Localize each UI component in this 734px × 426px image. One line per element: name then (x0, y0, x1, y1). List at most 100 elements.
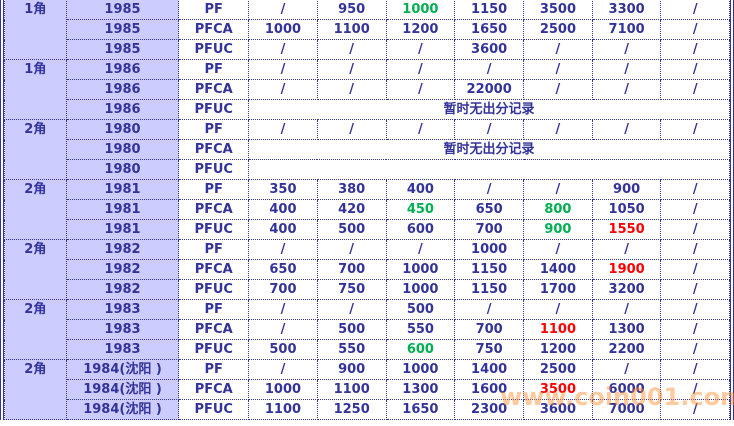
price-cell: / (591, 299, 662, 320)
price-cell: / (591, 79, 662, 100)
price-cell: / (385, 59, 456, 80)
price-cell: 700 (248, 279, 318, 300)
table-row: 1角 1986 PF / / / / / / / (4, 59, 730, 120)
table-row: 2角 1981 PF 350 380 400//900/ (4, 179, 730, 240)
price-cell: 800 (523, 199, 593, 220)
denomination-cell: 1角 (4, 0, 67, 60)
year-cell: 1984(沈阳 ) (65, 359, 180, 380)
table-row: 1984(沈阳 ) PFUC 1100 1250 1650 2300 3600 7000/ (5, 399, 730, 420)
price-cell: / (591, 39, 662, 60)
year-cell: 1983 (65, 339, 180, 360)
price-cell: 1400 (523, 259, 593, 280)
year-cell: 1981 (65, 199, 180, 220)
price-cell: / (454, 179, 525, 200)
table-row: 1角 1985 PF/950 1000 1150 3500 3300/ (4, 0, 730, 60)
price-cell: 1650 (385, 399, 456, 420)
year-cell: 1985 (65, 0, 180, 20)
price-cell: 2500 (523, 19, 593, 40)
grade-type-cell: PFUC (178, 279, 250, 300)
price-cell: / (591, 239, 662, 260)
price-cell: 1650 (454, 19, 525, 40)
price-cell: 1000 (385, 359, 456, 380)
grade-type-cell: PFCA (178, 19, 250, 40)
grade-type-cell: PFUC (178, 219, 250, 240)
price-cell: 500 (385, 299, 456, 320)
grade-type-cell: PF (178, 59, 250, 80)
price-cell: / (660, 379, 730, 400)
price-cell: / (523, 179, 593, 200)
table-row: 2角 1982 PF / //1000// / (4, 239, 730, 300)
table-row: 1982 PFUC 700 750 1000 1150 1700 3200/ (5, 279, 730, 300)
year-cell: 1986 (65, 99, 180, 120)
price-cell: / (316, 79, 387, 100)
price-cell: 3500 (523, 379, 593, 400)
table-row: 1981 PFCA 400 420 450 650 800 1050/ (5, 199, 730, 220)
price-cell: / (248, 119, 318, 140)
price-cell: 1100 (316, 379, 387, 400)
price-cell: / (248, 79, 318, 100)
price-cell: / (316, 119, 387, 140)
year-cell: 1983 (65, 319, 180, 340)
table-row: 1985 PFCA 1000 1100 1200 1650 2500 7100/ (5, 19, 730, 40)
price-cell: 400 (248, 199, 318, 220)
denomination-cell: 1角 (4, 59, 67, 120)
price-cell: / (591, 119, 662, 140)
price-cell: 1150 (454, 0, 525, 20)
price-cell: 1300 (385, 379, 456, 400)
price-cell: 1100 (248, 399, 318, 420)
year-cell: 1985 (65, 39, 180, 60)
denomination-cell: 2角 (4, 119, 67, 180)
price-cell: / (248, 299, 318, 320)
table-row: 1981 PFUC 400 500 600 700 900 1550/ (5, 219, 730, 240)
grade-type-cell: PFUC (178, 99, 250, 120)
price-cell: / (660, 259, 730, 280)
price-cell: 550 (385, 319, 456, 340)
grade-type-cell: PFCA (178, 139, 250, 160)
year-cell: 1982 (65, 259, 180, 280)
price-cell: / (523, 239, 593, 260)
price-cell: / (454, 299, 525, 320)
price-cell: / (591, 359, 662, 380)
price-cell: / (660, 0, 730, 20)
note-cell (248, 159, 730, 180)
table-row: 1984(沈阳 ) PFCA 1000 1100 1300 1600 3500 6000/ (5, 379, 730, 400)
grade-type-cell: PF (178, 299, 250, 320)
denomination-cell: 2角 (4, 359, 67, 420)
price-cell: 400 (248, 219, 318, 240)
table-row: 1983 PFCA/500 550 700 1100 1300/ (5, 319, 730, 340)
price-cell: 1000 (454, 239, 525, 260)
price-cell: / (454, 59, 525, 80)
price-cell: 1150 (454, 259, 525, 280)
grade-type-cell: PF (178, 0, 250, 20)
price-cell: 2500 (523, 359, 593, 380)
grade-type-cell: PF (178, 359, 250, 380)
price-cell: / (385, 79, 456, 100)
price-cell: / (248, 319, 318, 340)
price-cell: 500 (316, 219, 387, 240)
price-cell: 600 (385, 219, 456, 240)
denomination-cell: 2角 (4, 299, 67, 360)
price-cell: / (385, 39, 456, 60)
price-cell: 420 (316, 199, 387, 220)
price-cell: / (660, 79, 730, 100)
price-cell: / (248, 59, 318, 80)
price-cell: 900 (316, 359, 387, 380)
price-cell: 750 (454, 339, 525, 360)
price-cell: 650 (454, 199, 525, 220)
price-table: 1角 1985 PF/950 1000 1150 3500 3300/1985 PFCA 100… (4, 0, 730, 420)
price-cell: 700 (316, 259, 387, 280)
price-cell: 3600 (523, 399, 593, 420)
grade-type-cell: PFCA (178, 259, 250, 280)
price-cell: 350 (248, 179, 318, 200)
price-cell: / (660, 299, 730, 320)
table-row: 1983 PFUC 500 550 600 750 1200 2200/ (5, 339, 730, 360)
price-cell: / (660, 119, 730, 140)
price-cell: / (523, 119, 593, 140)
note-cell: 暂时无出分记录 (248, 99, 730, 120)
price-cell: 1550 (591, 219, 662, 240)
price-cell: / (316, 39, 387, 60)
price-cell: 3300 (591, 0, 662, 20)
price-cell: 1050 (591, 199, 662, 220)
denomination-cell: 2角 (4, 179, 67, 240)
